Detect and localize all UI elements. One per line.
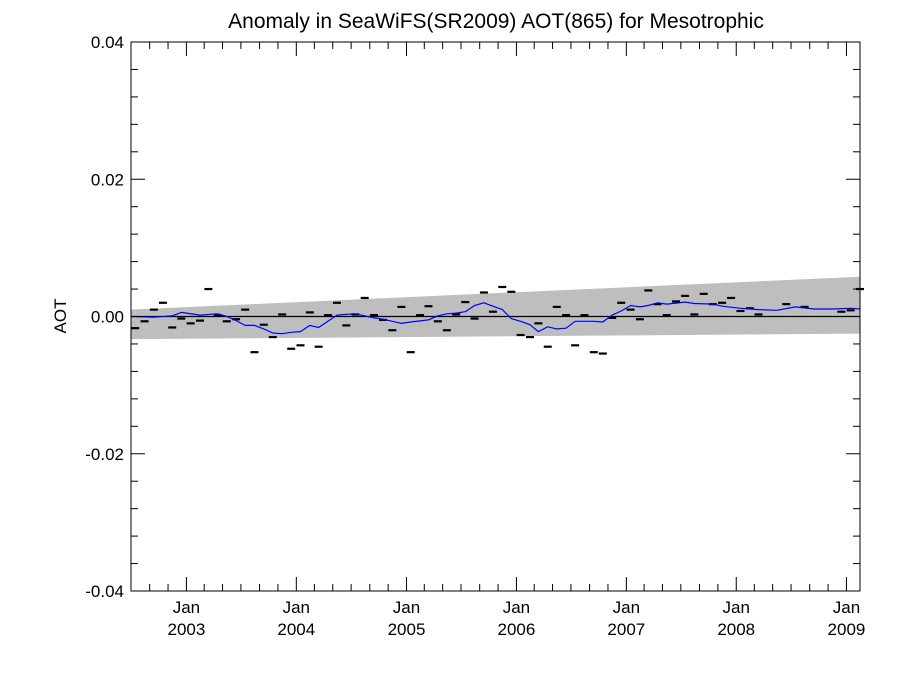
x-tick-label-year: 2004 xyxy=(277,620,315,639)
chart-title: Anomaly in SeaWiFS(SR2009) AOT(865) for … xyxy=(228,10,764,33)
y-tick-label: 0.02 xyxy=(91,170,124,189)
x-tick-label-year: 2008 xyxy=(717,620,755,639)
x-tick-label-year: 2007 xyxy=(607,620,645,639)
y-axis-label: AOT xyxy=(51,299,70,334)
plot-area: -0.04 -0.02 0.00 0.02 0.04 Jan 2003 Jan 2004 Jan 2… xyxy=(85,33,865,639)
x-tick-label-month: Jan xyxy=(173,598,200,617)
x-tick-label-month: Jan xyxy=(283,598,310,617)
series-line-running-mean xyxy=(130,301,861,335)
x-tick-label-month: Jan xyxy=(503,598,530,617)
x-tick-label-month: Jan xyxy=(613,598,640,617)
uncertainty-band xyxy=(131,276,860,340)
x-tick-label-year: 2005 xyxy=(388,620,426,639)
y-tick-label: 0.00 xyxy=(91,308,124,327)
y-tick-label: -0.04 xyxy=(85,582,124,601)
x-tick-label-month: Jan xyxy=(393,598,420,617)
x-tick-label-year: 2003 xyxy=(167,620,205,639)
x-tick-label-year: 2009 xyxy=(828,620,866,639)
y-tick-label: -0.02 xyxy=(85,445,124,464)
x-tick-label-month: Jan xyxy=(833,598,860,617)
y-tick-label: 0.04 xyxy=(91,33,124,52)
x-tick-label-year: 2006 xyxy=(498,620,536,639)
x-tick-label-month: Jan xyxy=(723,598,750,617)
